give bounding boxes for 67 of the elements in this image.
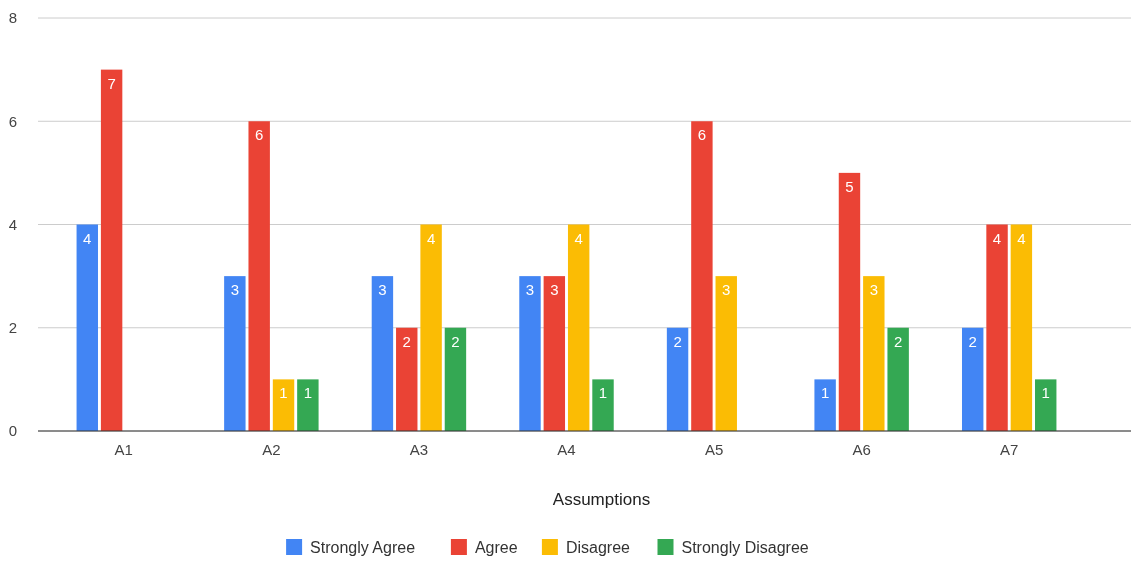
x-tick-label: A6: [852, 441, 871, 458]
bar: [863, 276, 885, 431]
data-label: 3: [230, 281, 240, 299]
legend-label: Disagree: [565, 538, 631, 556]
x-tick-label: A2: [262, 441, 281, 458]
data-label: 2: [968, 332, 977, 350]
x-axis-title: Assumptions: [552, 490, 651, 509]
bar: [272, 379, 295, 431]
bar: [838, 172, 861, 431]
bar: [887, 327, 909, 431]
legend-label: Strongly Disagree: [681, 538, 809, 556]
data-label: 2: [673, 332, 682, 350]
y-tick-label: 0: [8, 422, 18, 440]
data-label: 2: [402, 332, 411, 350]
data-label: 5: [845, 177, 854, 195]
y-tick-label: 2: [8, 319, 18, 336]
bar: [420, 224, 442, 431]
data-label: 7: [107, 74, 116, 92]
bar: [371, 276, 394, 431]
data-label: 1: [303, 384, 313, 402]
data-label: 6: [697, 126, 707, 144]
y-tick-label: 8: [8, 9, 18, 27]
data-label: 1: [598, 384, 608, 402]
data-label: 3: [525, 281, 535, 299]
bar: [100, 69, 123, 431]
data-label: 3: [378, 281, 387, 299]
bar: [715, 276, 737, 431]
bar: [961, 327, 984, 431]
bar: [1035, 379, 1057, 431]
data-label: 6: [255, 126, 264, 144]
legend-label: Agree: [474, 538, 518, 556]
bar: [691, 121, 713, 431]
bar: [297, 379, 319, 431]
data-label: 1: [279, 384, 288, 402]
data-label: 4: [1017, 229, 1026, 247]
bar: [76, 224, 98, 431]
bar: [814, 379, 836, 431]
x-tick-label: A5: [704, 441, 724, 458]
data-label: 4: [992, 229, 1002, 247]
data-label: 3: [550, 281, 559, 299]
y-tick-label: 6: [8, 112, 18, 130]
data-label: 4: [426, 229, 436, 247]
x-tick-label: A3: [409, 441, 429, 458]
bar: [567, 224, 590, 431]
data-label: 4: [574, 229, 583, 247]
bar: [986, 224, 1008, 431]
bar: [666, 327, 689, 431]
x-tick-label: A1: [114, 441, 133, 458]
y-tick-label: 4: [8, 215, 18, 233]
legend-label: Strongly Agree: [310, 538, 416, 556]
data-label: 4: [83, 229, 92, 247]
data-label: 3: [869, 281, 878, 299]
x-tick-label: A4: [557, 441, 576, 458]
bar: [444, 327, 467, 431]
data-label: 1: [1041, 384, 1050, 402]
bar: [224, 276, 246, 431]
bar: [1010, 224, 1033, 431]
data-label: 2: [451, 332, 460, 350]
x-tick-label: A7: [1000, 441, 1019, 458]
data-label: 1: [820, 384, 830, 402]
bar: [396, 327, 418, 431]
bar: [519, 276, 541, 431]
bar: [248, 121, 270, 431]
data-label: 2: [893, 332, 903, 350]
bar: [543, 276, 566, 431]
data-label: 3: [722, 281, 731, 299]
bar: [592, 379, 614, 431]
